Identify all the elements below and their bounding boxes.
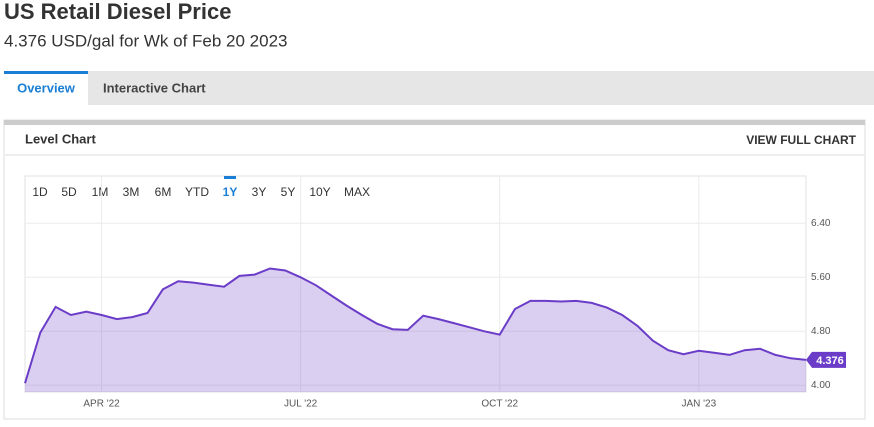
x-tick-label: APR '22 <box>83 399 120 410</box>
tab-active-bg <box>4 71 88 105</box>
last-value-label: 4.376 <box>816 355 844 367</box>
x-tick-label: JAN '23 <box>681 399 716 410</box>
page-title: US Retail Diesel Price <box>4 0 231 24</box>
area-fill <box>25 268 806 392</box>
panel <box>3 119 866 420</box>
tab[interactable]: Interactive Chart <box>103 80 206 95</box>
line <box>24 267 807 384</box>
y-tick-label: 4.80 <box>811 326 831 337</box>
range-button[interactable]: 3M <box>123 185 140 199</box>
view-full-chart-link[interactable]: VIEW FULL CHART <box>746 133 856 147</box>
last-value-tag <box>806 351 846 368</box>
plot-frame <box>24 175 807 393</box>
range-button[interactable]: 5D <box>61 185 77 199</box>
range-button[interactable]: 6M <box>155 185 172 199</box>
tab-bar <box>4 71 874 105</box>
y-tick-label: 5.60 <box>811 272 831 283</box>
tab-active-indicator <box>4 71 88 74</box>
page-subtitle: 4.376 USD/gal for Wk of Feb 20 2023 <box>4 31 288 50</box>
y-tick-label: 4.00 <box>811 380 831 391</box>
x-tick-label: OCT '22 <box>481 399 518 410</box>
range-button[interactable]: 10Y <box>309 185 330 199</box>
range-button[interactable]: 5Y <box>281 185 296 199</box>
range-button[interactable]: MAX <box>344 185 370 199</box>
panel-top-border <box>4 120 865 125</box>
tab[interactable]: Overview <box>17 80 76 95</box>
range-button[interactable]: 1Y <box>223 185 238 199</box>
y-tick-label: 6.40 <box>811 218 831 229</box>
panel-title: Level Chart <box>25 131 96 146</box>
range-button[interactable]: 1D <box>32 185 48 199</box>
range-button[interactable]: YTD <box>185 185 209 199</box>
range-active-indicator <box>224 176 236 179</box>
range-button[interactable]: 1M <box>92 185 109 199</box>
x-tick-label: JUL '22 <box>284 399 318 410</box>
range-button[interactable]: 3Y <box>252 185 267 199</box>
